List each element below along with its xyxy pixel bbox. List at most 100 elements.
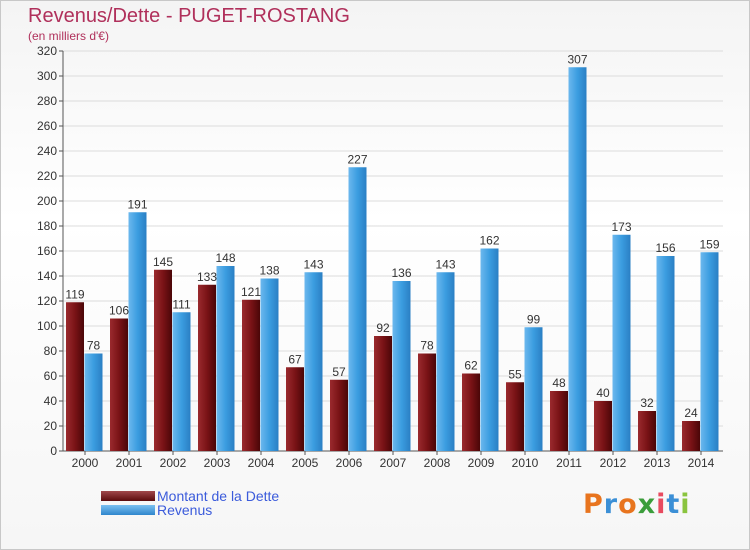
y-tick-label: 120 <box>37 294 57 308</box>
chart-subtitle: (en milliers d'€) <box>28 29 109 43</box>
data-label-revenus: 143 <box>435 257 455 271</box>
y-tick-label: 140 <box>37 269 57 283</box>
bar-revenus <box>568 67 587 451</box>
logo-letter: r <box>603 489 619 520</box>
data-label-revenus: 111 <box>172 297 191 311</box>
data-label-revenus: 148 <box>215 251 235 265</box>
x-tick-label: 2002 <box>160 456 187 470</box>
bar-revenus <box>480 248 499 451</box>
data-label-revenus: 159 <box>699 237 719 251</box>
bar-dette <box>330 379 348 451</box>
bar-revenus <box>700 252 719 451</box>
bar-revenus <box>128 212 147 451</box>
data-label-dette: 119 <box>65 287 84 301</box>
data-label-dette: 57 <box>332 365 346 379</box>
bar-dette <box>286 367 304 451</box>
chart-title: Revenus/Dette - PUGET-ROSTANG <box>28 5 350 27</box>
data-label-dette: 40 <box>596 386 610 400</box>
bar-revenus <box>612 234 631 451</box>
x-tick-label: 2013 <box>644 456 671 470</box>
bar-dette <box>682 421 700 451</box>
logo-letter: t <box>666 489 681 520</box>
data-label-revenus: 138 <box>259 264 279 278</box>
logo-letter: o <box>618 489 638 520</box>
data-label-revenus: 227 <box>347 152 367 166</box>
bar-dette <box>638 411 656 451</box>
x-tick-label: 2014 <box>688 456 715 470</box>
legend-swatch-dette <box>101 491 155 501</box>
data-label-revenus: 143 <box>303 257 323 271</box>
y-tick-label: 280 <box>37 94 57 108</box>
y-tick-label: 200 <box>37 194 57 208</box>
x-tick-label: 2009 <box>468 456 495 470</box>
data-label-dette: 121 <box>241 285 261 299</box>
data-label-dette: 32 <box>640 396 654 410</box>
data-label-revenus: 78 <box>87 339 101 353</box>
bar-dette <box>110 318 128 451</box>
x-tick-label: 2000 <box>72 456 99 470</box>
data-label-revenus: 136 <box>391 266 411 280</box>
data-label-dette: 48 <box>552 376 566 390</box>
x-tick-label: 2010 <box>512 456 539 470</box>
data-label-revenus: 99 <box>527 312 541 326</box>
bar-revenus <box>436 272 455 451</box>
y-tick-label: 100 <box>37 319 57 333</box>
data-label-revenus: 191 <box>127 197 147 211</box>
y-tick-label: 320 <box>37 44 57 58</box>
data-label-revenus: 162 <box>479 234 499 248</box>
bar-revenus <box>392 281 411 451</box>
data-label-dette: 145 <box>153 255 173 269</box>
data-label-dette: 62 <box>464 359 478 373</box>
x-tick-label: 2011 <box>556 456 582 470</box>
logo-letter: i <box>680 489 691 520</box>
x-tick-label: 2001 <box>116 456 143 470</box>
data-label-dette: 92 <box>376 321 390 335</box>
bar-revenus <box>348 167 367 451</box>
proxiti-logo: Proxiti <box>583 489 691 520</box>
data-label-revenus: 173 <box>611 220 631 234</box>
y-tick-label: 160 <box>37 244 57 258</box>
data-label-dette: 78 <box>420 339 434 353</box>
bar-revenus <box>172 312 191 451</box>
logo-letter: P <box>583 489 604 520</box>
x-tick-label: 2007 <box>380 456 407 470</box>
y-tick-label: 180 <box>37 219 57 233</box>
x-tick-label: 2004 <box>248 456 275 470</box>
y-tick-label: 40 <box>44 394 58 408</box>
y-tick-label: 240 <box>37 144 57 158</box>
data-label-dette: 55 <box>508 367 522 381</box>
y-tick-label: 60 <box>44 369 58 383</box>
bar-dette <box>66 302 84 451</box>
bar-dette <box>506 382 524 451</box>
y-tick-label: 0 <box>50 444 57 458</box>
legend-swatch-revenus <box>101 505 155 515</box>
legend-label-revenus: Revenus <box>157 502 213 518</box>
x-tick-label: 2005 <box>292 456 319 470</box>
bar-revenus <box>216 266 235 451</box>
data-label-dette: 106 <box>109 304 129 318</box>
y-tick-label: 80 <box>44 344 58 358</box>
x-tick-label: 2003 <box>204 456 231 470</box>
bar-revenus <box>524 327 543 451</box>
bar-dette <box>374 336 392 451</box>
data-label-revenus: 307 <box>567 52 587 66</box>
legend-item-dette: Montant de la Dette <box>101 488 279 504</box>
logo-letter: i <box>656 489 667 520</box>
x-tick-label: 2006 <box>336 456 363 470</box>
bar-revenus <box>260 278 279 451</box>
bar-revenus <box>84 353 103 451</box>
legend-item-revenus: Revenus <box>101 502 212 518</box>
bar-dette <box>462 373 480 451</box>
bar-revenus <box>304 272 323 451</box>
y-tick-label: 20 <box>44 419 58 433</box>
x-tick-label: 2008 <box>424 456 451 470</box>
bar-dette <box>594 401 612 451</box>
bar-dette <box>242 299 260 451</box>
legend-label-dette: Montant de la Dette <box>157 488 280 504</box>
data-label-dette: 67 <box>288 352 302 366</box>
y-tick-label: 220 <box>37 169 57 183</box>
data-label-dette: 133 <box>197 270 217 284</box>
data-label-revenus: 156 <box>655 241 675 255</box>
logo-letter: x <box>637 489 657 520</box>
